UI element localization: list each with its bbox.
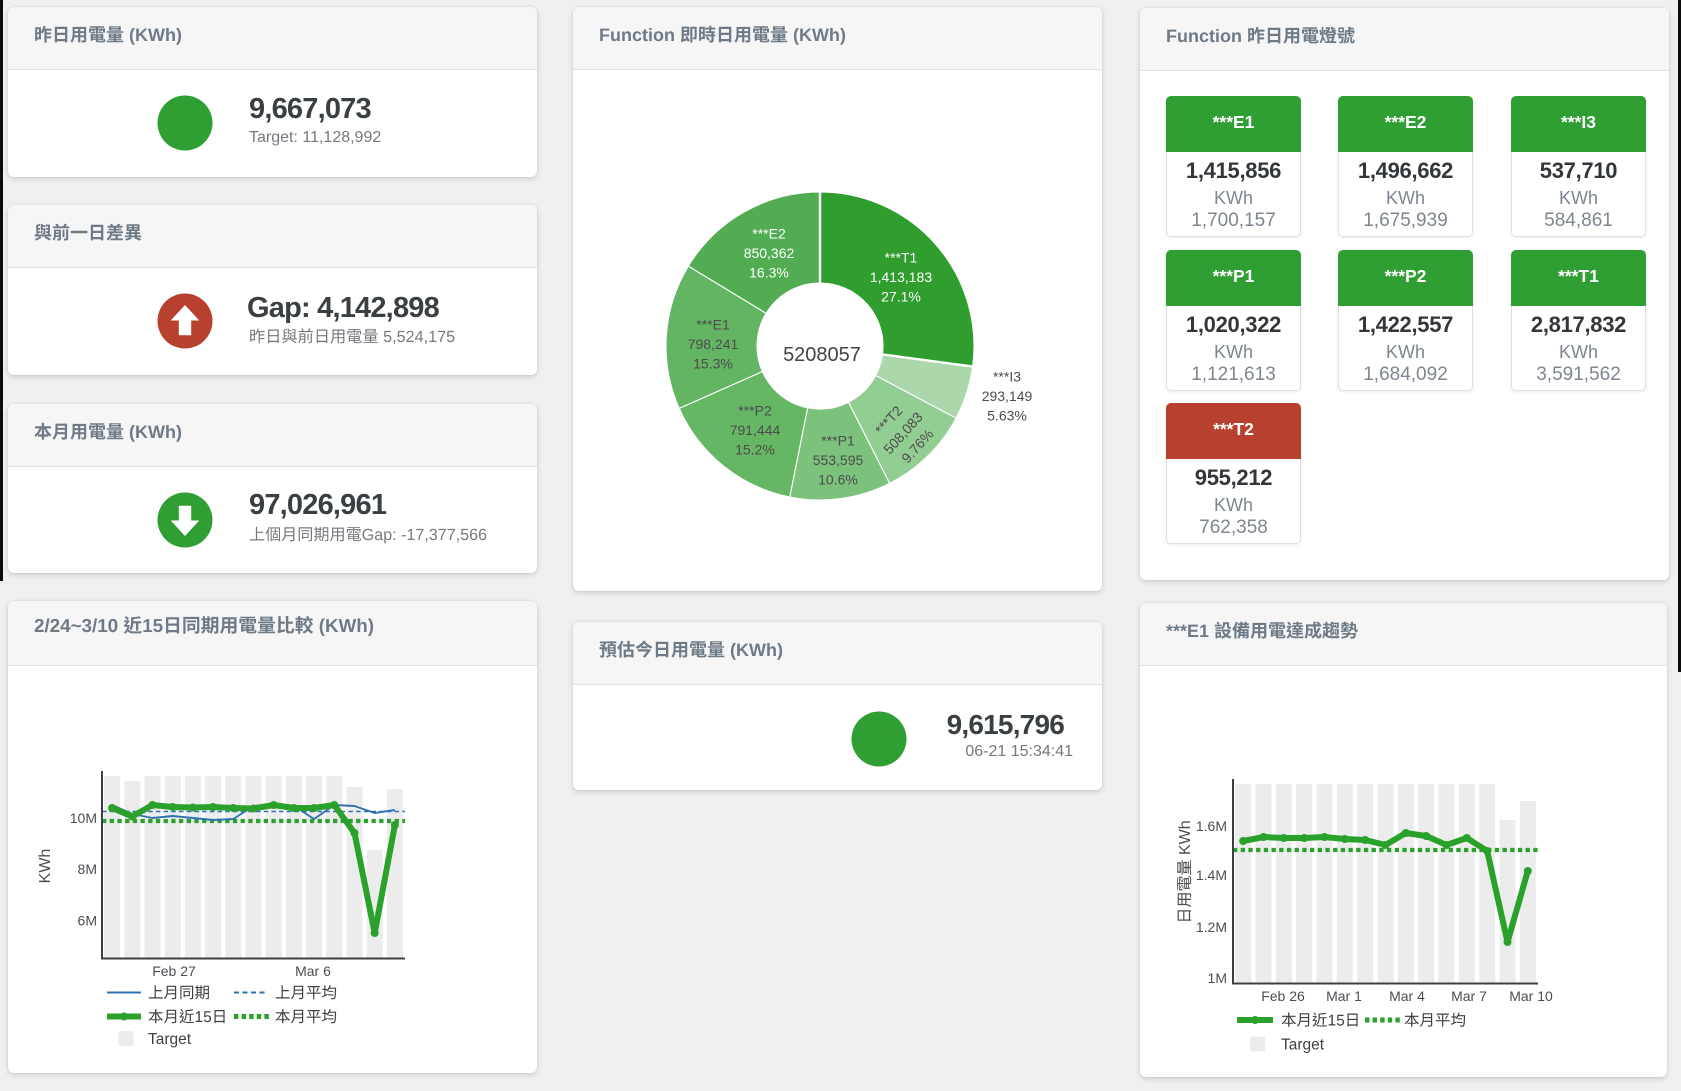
svg-text:Target: Target	[148, 1031, 192, 1048]
svg-text:798,241: 798,241	[688, 336, 739, 352]
svg-text:Mar 6: Mar 6	[295, 963, 331, 979]
svg-text:850,362: 850,362	[744, 245, 795, 261]
svg-text:Mar 10: Mar 10	[1509, 988, 1553, 1004]
svg-text:15.2%: 15.2%	[735, 441, 775, 457]
svg-text:***I3: ***I3	[993, 369, 1021, 385]
svg-text:1.2M: 1.2M	[1196, 919, 1227, 935]
svg-text:Mar 1: Mar 1	[1326, 988, 1362, 1004]
svg-text:***T1: ***T1	[885, 250, 918, 266]
svg-text:1.4M: 1.4M	[1196, 867, 1227, 883]
svg-text:Feb 27: Feb 27	[152, 963, 196, 979]
svg-text:1.6M: 1.6M	[1196, 818, 1227, 834]
svg-text:791,444: 791,444	[730, 422, 781, 438]
svg-text:10M: 10M	[70, 810, 97, 826]
svg-text:Mar 4: Mar 4	[1389, 988, 1425, 1004]
svg-text:Mar 7: Mar 7	[1451, 988, 1487, 1004]
svg-text:27.1%: 27.1%	[881, 288, 921, 304]
svg-text:***E2: ***E2	[752, 226, 786, 242]
svg-text:5208057: 5208057	[783, 344, 861, 366]
svg-text:10.6%: 10.6%	[818, 471, 858, 487]
svg-text:***P1: ***P1	[821, 433, 855, 449]
svg-text:5.63%: 5.63%	[987, 407, 1027, 423]
svg-text:553,595: 553,595	[813, 452, 864, 468]
svg-text:Target: Target	[1281, 1037, 1325, 1054]
svg-text:15.3%: 15.3%	[693, 355, 733, 371]
svg-text:6M: 6M	[78, 913, 97, 929]
svg-text:1,413,183: 1,413,183	[870, 269, 932, 285]
svg-text:Feb 26: Feb 26	[1261, 988, 1305, 1004]
svg-text:293,149: 293,149	[982, 388, 1033, 404]
svg-text:8M: 8M	[78, 861, 97, 877]
svg-text:16.3%: 16.3%	[749, 264, 789, 280]
svg-text:***P2: ***P2	[738, 403, 772, 419]
svg-text:***E1: ***E1	[696, 317, 730, 333]
svg-text:1M: 1M	[1208, 970, 1227, 986]
svg-text:KWh: KWh	[37, 849, 54, 884]
